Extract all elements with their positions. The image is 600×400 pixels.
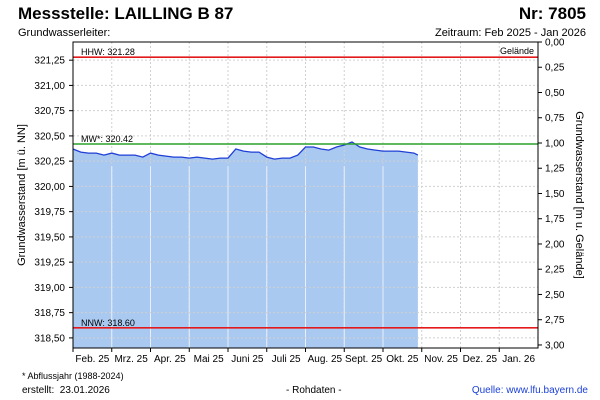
y-tick-label-right: 0,00 <box>545 38 565 49</box>
created-label: erstellt: <box>22 385 55 396</box>
y-tick-label-right: 2,25 <box>545 265 565 276</box>
raw-data-label: - Rohdaten - <box>286 385 342 396</box>
x-tick-label: Okt. 25 <box>386 354 419 365</box>
y-tick-label-right: 1,75 <box>545 214 565 225</box>
y-tick-label-right: 3,00 <box>545 340 565 351</box>
y-tick-label-right: 2,75 <box>545 315 565 326</box>
page-title: Messstelle: LAILLING B 87 <box>18 4 234 23</box>
y-tick-label-right: 1,00 <box>545 138 565 149</box>
x-tick-label: Juli 25 <box>272 354 301 365</box>
x-tick-label: Nov. 25 <box>424 354 458 365</box>
y-tick-label-left: 319,50 <box>34 232 65 243</box>
x-tick-label: Mrz. 25 <box>114 354 148 365</box>
y-tick-label-right: 1,25 <box>545 164 565 175</box>
y-tick-label-right: 0,25 <box>545 63 565 74</box>
y-tick-label-right: 2,50 <box>545 290 565 301</box>
x-tick-label: Sept. 25 <box>345 354 383 365</box>
created-date: erstellt: 23.01.2026 <box>22 385 110 396</box>
series-area <box>73 142 418 348</box>
y-tick-label-left: 321,25 <box>34 56 65 67</box>
x-tick-label: Feb. 25 <box>75 354 109 365</box>
reference-label: HHW: 321.28 <box>81 47 135 57</box>
x-tick-label: Juni 25 <box>231 354 264 365</box>
reference-label: NNW: 318.60 <box>81 318 135 328</box>
y-tick-label-left: 319,25 <box>34 258 65 269</box>
y-tick-label-left: 318,75 <box>34 308 65 319</box>
y-tick-label-left: 319,75 <box>34 207 65 218</box>
y-tick-label-right: 0,75 <box>545 113 565 124</box>
source[interactable]: Quelle: www.lfu.bayern.de <box>472 385 588 396</box>
series-line <box>72 141 419 160</box>
reference-label: MW*: 320.42 <box>81 134 133 144</box>
footnote: * Abflussjahr (1988-2024) <box>22 371 124 381</box>
aquifer-label: Grundwasserleiter: <box>18 27 111 39</box>
y-tick-label-right: 0,50 <box>545 88 565 99</box>
y-tick-label-left: 321,00 <box>34 81 65 92</box>
x-tick-label: Aug. 25 <box>308 354 343 365</box>
y-tick-label-left: 320,25 <box>34 157 65 168</box>
source-label: Quelle: <box>471 385 504 396</box>
source-link[interactable]: www.lfu.bayern.de <box>506 385 588 396</box>
y-tick-label-right: 2,00 <box>545 239 565 250</box>
y-tick-label-left: 320,75 <box>34 106 65 117</box>
x-tick-label: Dez. 25 <box>463 354 498 365</box>
station-number: Nr: 7805 <box>518 4 586 23</box>
x-tick-label: Mai 25 <box>194 354 224 365</box>
y-tick-label-right: 1,50 <box>545 189 565 200</box>
x-tick-label: Jan. 26 <box>502 354 535 365</box>
created-value: 23.01.2026 <box>59 385 110 396</box>
ground-level-label: Gelände <box>500 46 534 56</box>
y-axis-title-right: Grundwasserstand [m u. Gelände] <box>573 111 585 279</box>
period-label: Zeitraum: Feb 2025 - Jan 2026 <box>434 27 586 39</box>
y-tick-label-left: 320,00 <box>34 182 65 193</box>
y-axis-title-left: Grundwasserstand [m ü. NN] <box>16 124 28 266</box>
y-tick-label-left: 319,00 <box>34 283 65 294</box>
x-tick-label: Apr. 25 <box>154 354 186 365</box>
y-tick-label-left: 320,50 <box>34 131 65 142</box>
y-tick-label-left: 318,50 <box>34 333 65 344</box>
